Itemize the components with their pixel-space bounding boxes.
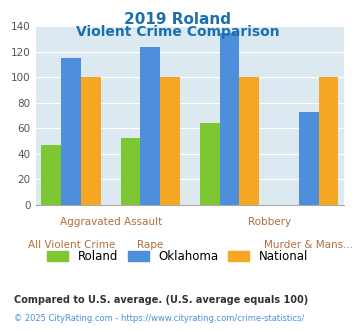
Bar <box>220 33 239 205</box>
Text: Aggravated Assault: Aggravated Assault <box>60 217 162 227</box>
Text: All Violent Crime: All Violent Crime <box>27 240 115 250</box>
Bar <box>160 77 180 205</box>
Bar <box>200 123 220 205</box>
Bar <box>299 112 319 205</box>
Text: 2019 Roland: 2019 Roland <box>124 12 231 26</box>
Bar <box>239 77 259 205</box>
Bar <box>81 77 101 205</box>
Bar <box>319 77 338 205</box>
Legend: Roland, Oklahoma, National: Roland, Oklahoma, National <box>47 250 308 263</box>
Text: © 2025 CityRating.com - https://www.cityrating.com/crime-statistics/: © 2025 CityRating.com - https://www.city… <box>14 314 305 323</box>
Text: Robbery: Robbery <box>247 217 291 227</box>
Text: Compared to U.S. average. (U.S. average equals 100): Compared to U.S. average. (U.S. average … <box>14 295 308 305</box>
Bar <box>121 138 141 205</box>
Bar <box>61 58 81 205</box>
Bar <box>42 145 61 205</box>
Text: Violent Crime Comparison: Violent Crime Comparison <box>76 25 279 39</box>
Text: Rape: Rape <box>137 240 163 250</box>
Bar <box>141 47 160 205</box>
Text: Murder & Mans...: Murder & Mans... <box>264 240 353 250</box>
